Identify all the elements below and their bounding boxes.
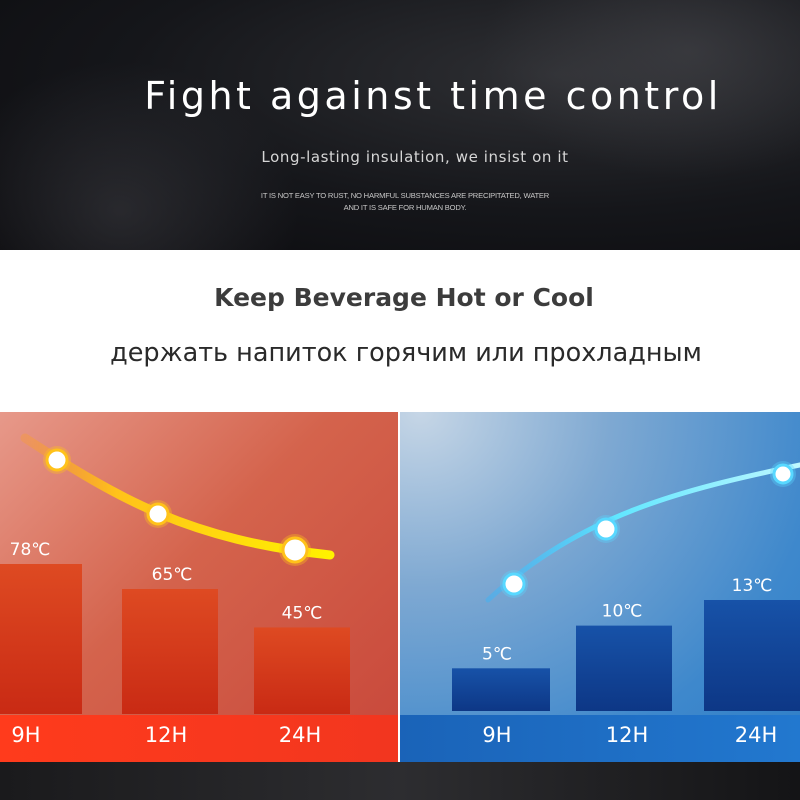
cold-trend-point-24h: [772, 463, 794, 485]
hot-trend-line: [20, 433, 335, 560]
cold-trend-line: [485, 462, 800, 603]
banner-fine-print: IT IS NOT EASY TO RUST, NO HARMFUL SUBST…: [230, 190, 580, 214]
header-banner: Fight against time control Long-lasting …: [0, 0, 800, 250]
hot-chart-panel: 78℃ 9H 65℃ 12H 45℃ 24H: [0, 412, 398, 762]
hot-axis-band: [0, 715, 398, 762]
cold-axis-band: [400, 715, 800, 762]
hot-value-label-12h: 65℃: [152, 565, 193, 585]
fine-print-line-1: IT IS NOT EASY TO RUST, NO HARMFUL SUBST…: [260, 191, 550, 200]
cold-axis-label-9h: 9H: [482, 723, 511, 747]
hot-axis-label-12h: 12H: [145, 723, 188, 747]
hot-bar-9h: [0, 564, 82, 714]
hot-trend-point-9h: [45, 448, 69, 472]
hot-value-label-9h: 78℃: [10, 540, 51, 560]
heading-english: Keep Beverage Hot or Cool: [214, 283, 594, 312]
cold-axis-label-24h: 24H: [735, 723, 778, 747]
banner-subtitle: Long-lasting insulation, we insist on it: [261, 148, 569, 166]
hot-chart: 78℃ 9H 65℃ 12H 45℃ 24H: [0, 433, 398, 762]
cold-value-label-24h: 13℃: [732, 576, 773, 596]
cold-trend-point-9h: [502, 572, 526, 596]
cold-bar-9h: [452, 668, 550, 711]
fine-print-line-2: AND IT IS SAFE FOR HUMAN BODY.: [343, 203, 467, 212]
cold-bar-12h: [576, 625, 672, 711]
bottom-strip: [0, 762, 800, 800]
hot-value-label-24h: 45℃: [282, 603, 323, 623]
cold-bar-24h: [704, 600, 800, 711]
cold-trend-point-12h: [594, 517, 618, 541]
hot-axis-label-9h: 9H: [11, 723, 40, 747]
hot-trend-point-24h: [281, 536, 309, 564]
hot-axis-label-24h: 24H: [279, 723, 322, 747]
cold-value-label-12h: 10℃: [602, 602, 643, 622]
cold-axis-label-12h: 12H: [606, 723, 649, 747]
cold-chart-panel: 5℃ 9H 10℃ 12H 13℃ 24H: [400, 412, 800, 762]
hot-bar-12h: [122, 589, 218, 714]
heading-russian: держать напиток горячим или прохладным: [110, 338, 702, 368]
cold-chart: 5℃ 9H 10℃ 12H 13℃ 24H: [400, 461, 800, 762]
hot-trend-point-12h: [146, 502, 170, 526]
cold-value-label-9h: 5℃: [482, 644, 512, 664]
hot-bar-24h: [254, 627, 350, 714]
banner-title: Fight against time control: [144, 74, 722, 118]
